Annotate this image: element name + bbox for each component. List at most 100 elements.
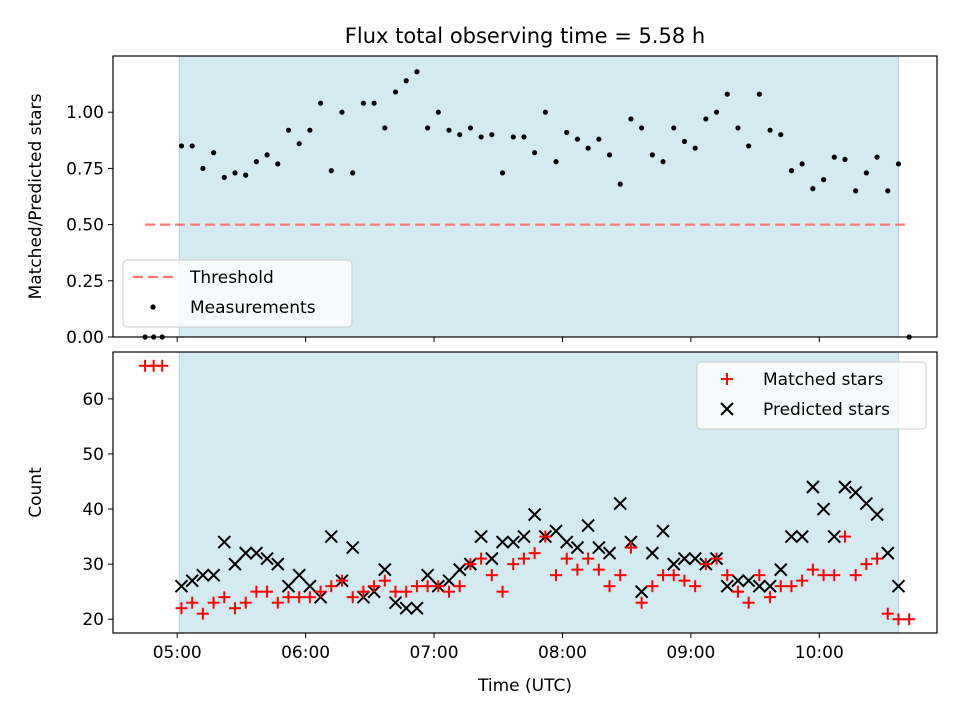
matched-point [228,602,241,615]
matched-point [475,552,488,565]
measurement-point [574,136,581,142]
matched-point [539,530,552,543]
predicted-point [720,579,734,593]
predicted-point [485,551,499,566]
count-panel: 20 30 40 50 60 05:00 06:00 07:00 08:00 09:00 10:00… [26,351,938,696]
matched-point [303,591,316,604]
measurement-point [724,91,730,97]
matched-point [443,585,456,598]
y-tick-label: 40 [82,500,104,520]
matched-point [560,552,573,565]
x-tick-label: 06:00 [281,643,330,663]
matched-point [796,574,809,587]
measurement-point [874,154,880,160]
legend-box [696,361,927,430]
matched-point [678,574,691,587]
predicted-point [806,480,820,494]
matched-point [710,552,723,565]
measurement-point [564,129,570,136]
predicted-point [827,529,841,544]
measurement-point [296,141,302,147]
legend-threshold-label: Threshold [189,268,274,288]
measurement-point [457,132,463,138]
predicted-point [667,557,681,571]
predicted-point [217,535,232,549]
measurement-point [895,161,902,167]
measurement-point [435,109,441,115]
measurement-point [606,152,613,158]
measurement-point [392,89,399,95]
measurement-point [756,91,762,97]
axes-frame [112,55,938,338]
matched-point [828,569,841,582]
legend-measurements-swatch [150,304,156,310]
predicted-point [570,540,585,555]
measurement-point [178,143,185,149]
measurement-point [639,125,645,131]
y-axis-label: Matched/Predicted stars [26,93,46,299]
predicted-point [324,529,339,544]
matched-point [550,569,563,582]
matched-point [806,563,819,576]
y-tick-label: 50 [82,445,104,465]
y-tick-label: 60 [82,390,104,410]
predicted-point [399,601,413,615]
predicted-point [410,601,424,615]
measurement-point [532,150,538,156]
measurement-point [189,143,195,149]
predicted-point [774,562,788,577]
matched-point [325,580,338,593]
matched-point [571,563,584,576]
predicted-point [560,535,574,549]
predicted-point [592,540,606,555]
measurement-point [885,188,891,194]
measurement-point [617,181,623,187]
matched-point [464,558,477,571]
matched-point [753,569,766,582]
y-axis-label: Count [26,467,46,518]
measurement-point [371,100,377,106]
x-tick-label: 05:00 [153,643,202,663]
matched-point [903,613,916,626]
predicted-point [741,573,756,588]
matched-point [667,569,680,582]
predicted-point [527,507,542,522]
y-tick-label: 1.00 [66,103,104,123]
predicted-point [292,568,306,582]
matched-point [860,558,873,571]
predicted-point [185,573,199,588]
predicted-point [346,540,360,555]
matched-point [156,359,169,372]
predicted-point [838,480,852,494]
matched-point [646,580,659,593]
matched-point [410,580,423,593]
predicted-point [656,524,670,538]
predicted-point [228,557,242,571]
measurement-point [446,127,452,133]
predicted-point [442,573,456,588]
matched-point [785,580,798,593]
matched-point [239,596,252,609]
predicted-point [645,546,660,560]
predicted-point [420,568,435,582]
matched-point [453,580,466,593]
matched-point [892,613,905,626]
measurement-point [596,136,602,142]
matched-point [186,596,199,609]
matched-point [817,569,830,582]
matched-point [314,585,327,598]
legend-box [122,259,353,328]
measurement-point [671,125,677,131]
matched-point [528,547,541,560]
predicted-point [763,579,777,593]
predicted-point [517,529,531,544]
y-tick-label: 0.75 [66,159,104,179]
y-tick-label: 0.00 [66,328,104,348]
measurement-point [467,125,474,131]
measurement-point [820,177,827,183]
matched-point [624,541,637,554]
measurement-point [382,125,388,131]
predicted-point [495,535,510,549]
predicted-point [196,568,210,582]
measurement-point [403,78,409,84]
